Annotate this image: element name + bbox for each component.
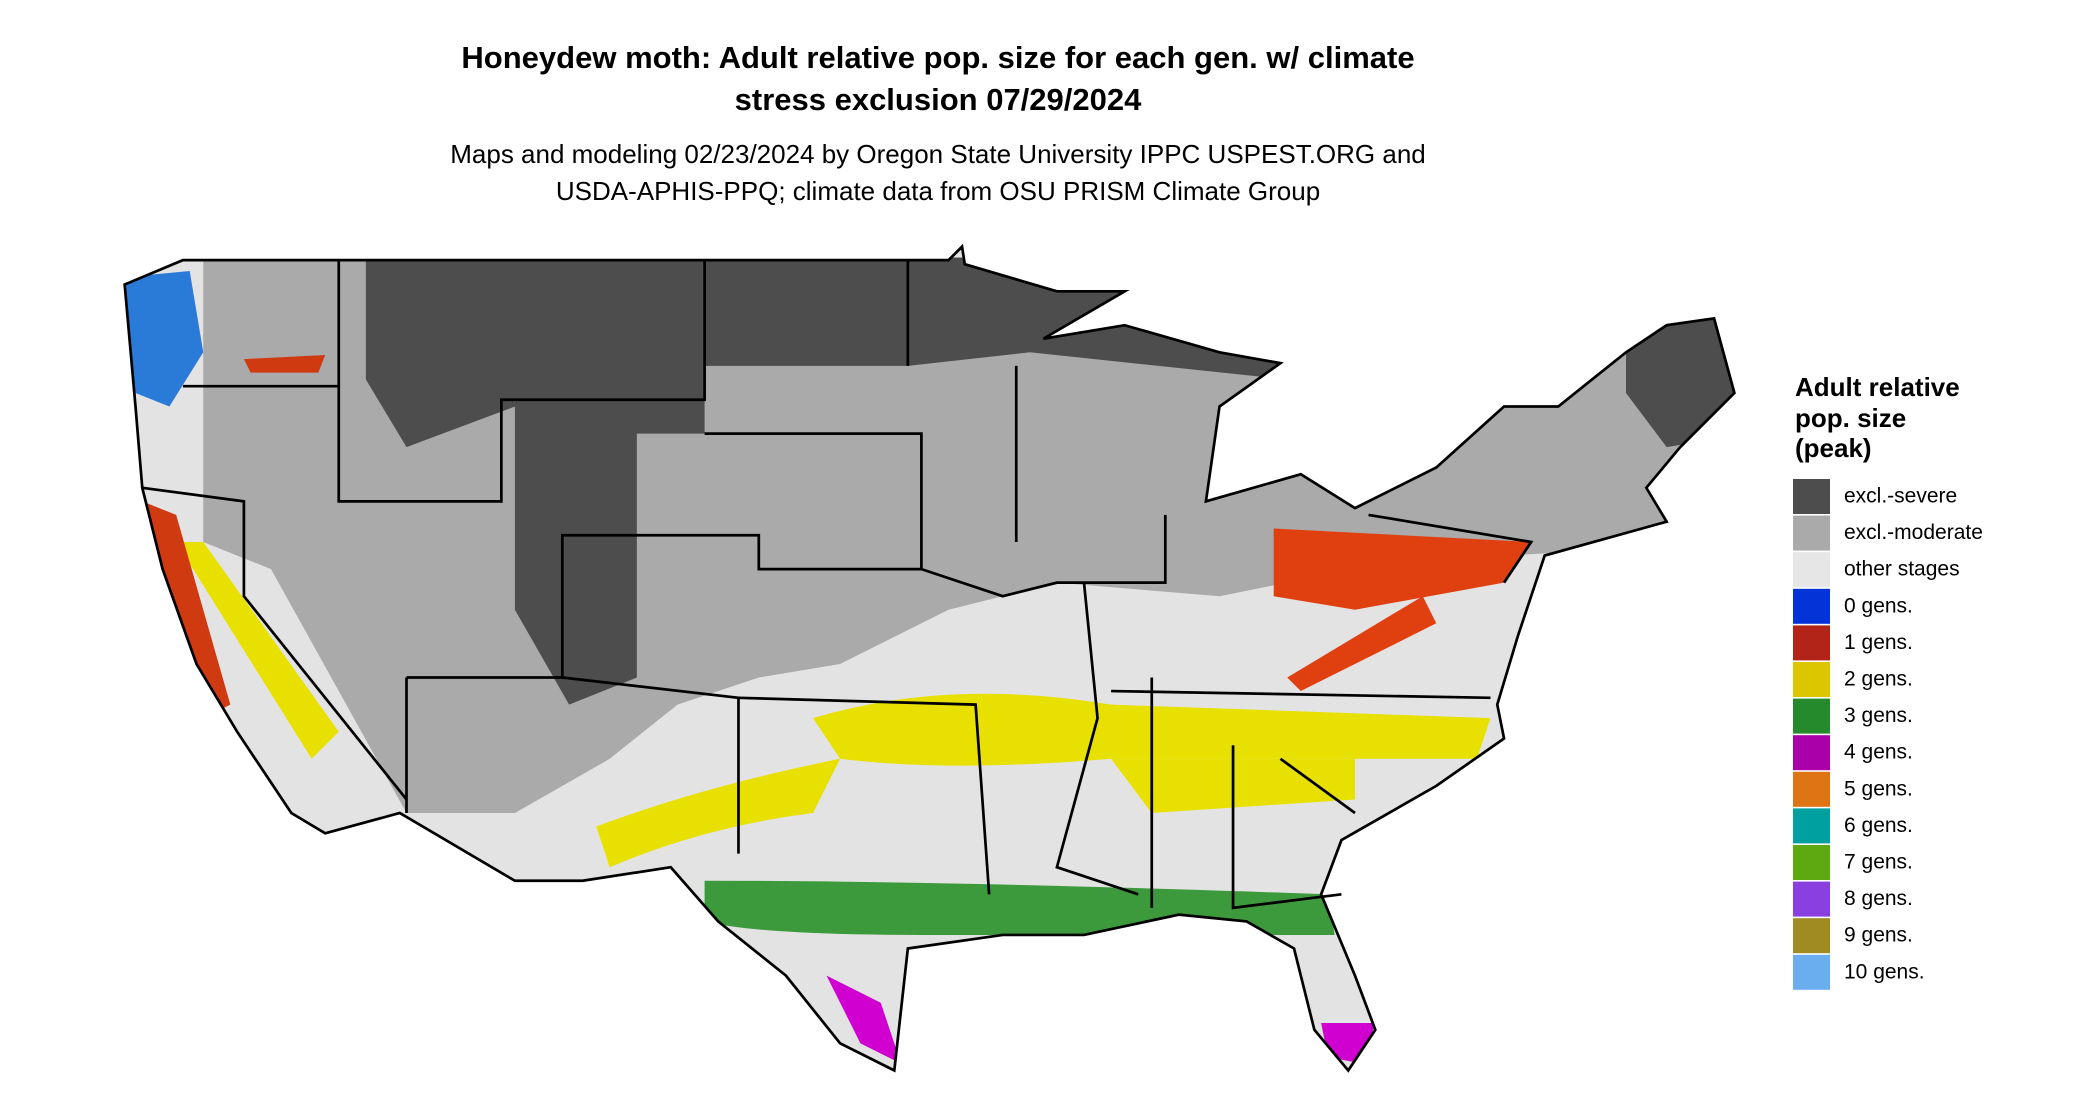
- gens-area: [596, 758, 841, 868]
- legend-label: 2 gens.: [1844, 668, 1913, 691]
- legend-swatch: [1793, 881, 1830, 917]
- legend-label: excl.-moderate: [1844, 521, 1983, 544]
- legend-swatch: [1793, 771, 1830, 807]
- subtitle-line: Maps and modeling 02/23/2024 by Oregon S…: [450, 139, 1426, 169]
- legend-swatch: [1793, 479, 1830, 514]
- state-lines: [142, 260, 1534, 910]
- title-line: stress exclusion 07/29/2024: [735, 82, 1142, 117]
- legend-label: other stages: [1844, 558, 1960, 581]
- legend-swatch: [1793, 735, 1830, 771]
- gens-area: [176, 542, 339, 759]
- legend-label: 7 gens.: [1844, 851, 1913, 874]
- legend-swatch: [1793, 515, 1830, 551]
- legend-swatch: [1793, 552, 1830, 588]
- legend-swatch: [1793, 662, 1830, 697]
- legend-swatch: [1793, 918, 1830, 954]
- legend-label: 6 gens.: [1844, 814, 1913, 837]
- legend-swatch: [1793, 698, 1830, 734]
- legend-label: 8 gens.: [1844, 887, 1913, 910]
- legend-swatch: [1793, 588, 1830, 624]
- map: [123, 243, 1736, 1073]
- legend-label: 4 gens.: [1844, 741, 1913, 764]
- legend-swatch: [1793, 625, 1830, 661]
- gens-area: [124, 271, 204, 407]
- legend: Adult relative pop. size (peak) excl.-se…: [1793, 372, 1983, 990]
- gens-area: [1287, 596, 1437, 692]
- legend-swatch: [1793, 808, 1830, 844]
- legend-swatch: [1793, 954, 1830, 990]
- subtitle-line: USDA-APHIS-PPQ; climate data from OSU PR…: [556, 176, 1320, 206]
- legend-label: excl.-severe: [1844, 485, 1957, 508]
- gens-area: [142, 501, 231, 719]
- legend-label: 3 gens.: [1844, 704, 1913, 727]
- title-line: Honeydew moth: Adult relative pop. size …: [461, 40, 1414, 75]
- legend-title: (peak): [1795, 433, 1872, 463]
- country-outline: [123, 243, 1736, 1073]
- gens-area: [826, 975, 902, 1064]
- legend-swatch: [1793, 845, 1830, 880]
- legend-label: 10 gens.: [1844, 960, 1925, 983]
- legend-label: 0 gens.: [1844, 594, 1913, 617]
- legend-title: Adult relative: [1795, 372, 1960, 402]
- gens-area: [243, 355, 326, 373]
- legend-label: 9 gens.: [1844, 924, 1913, 947]
- severe-area: [365, 257, 1288, 705]
- legend-label: 1 gens.: [1844, 631, 1913, 654]
- legend-label: 5 gens.: [1844, 777, 1913, 800]
- gens-area: [1273, 528, 1532, 610]
- legend-title: pop. size: [1795, 403, 1906, 433]
- legend-items: excl.-severe excl.-moderate other stages 0 …: [1793, 479, 1983, 990]
